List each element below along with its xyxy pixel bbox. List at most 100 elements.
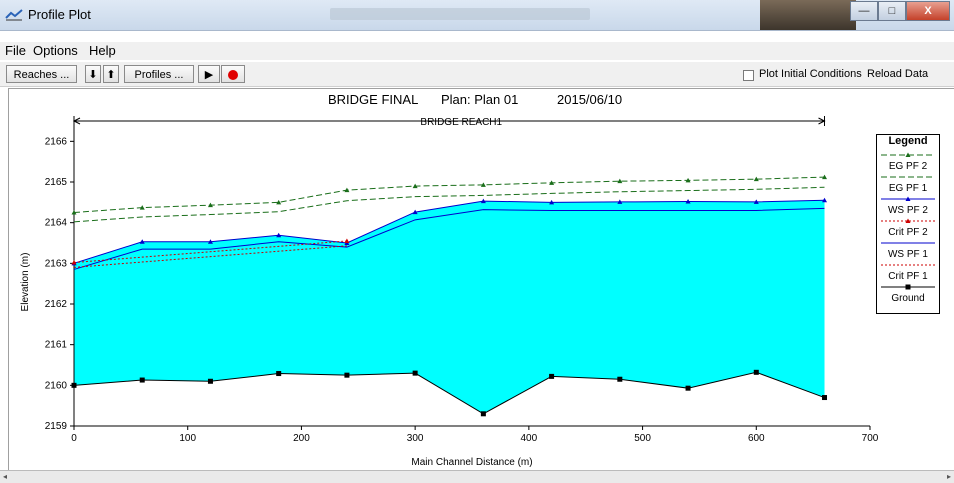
menu-options[interactable]: Options	[33, 43, 78, 58]
plot-initial-conditions-checkbox[interactable]	[743, 70, 754, 81]
point-ground	[139, 377, 145, 383]
profiles-button[interactable]: Profiles ...	[124, 65, 194, 83]
legend-item-label: Ground	[891, 293, 925, 304]
background-window-strip	[330, 8, 590, 20]
animate-play-button[interactable]: ▶	[198, 65, 220, 83]
point-eg-pf-2	[276, 199, 282, 205]
series-line-crit-pf-2	[73, 240, 347, 264]
point-eg-pf-2	[753, 176, 759, 182]
point-ws-pf-2	[753, 199, 759, 204]
record-button[interactable]	[221, 65, 245, 83]
point-ground	[822, 395, 828, 401]
legend-item: WS PF 2	[877, 195, 939, 217]
legend-item-label: WS PF 1	[887, 249, 928, 260]
reach-start-arrow	[72, 117, 81, 125]
series-line-ground	[73, 371, 825, 415]
menu-help[interactable]: Help	[89, 43, 116, 58]
point-ground	[549, 373, 555, 379]
legend-item: EG PF 1	[877, 173, 939, 195]
point-eg-pf-2	[480, 182, 486, 187]
point-ground	[412, 370, 418, 376]
point-ws-pf-2	[822, 197, 828, 203]
water-fill-area	[74, 200, 825, 414]
y-tick-label: 2165	[45, 177, 68, 188]
scroll-right-icon[interactable]: ▸	[946, 472, 951, 481]
x-axis-label: Main Channel Distance (m)	[411, 457, 532, 468]
point-ground	[344, 372, 350, 378]
point-ws-pf-2	[617, 199, 623, 204]
point-eg-pf-2	[685, 177, 691, 183]
series-line-eg-pf-1	[73, 186, 825, 223]
reach-label: BRIDGE REACH1	[420, 117, 502, 128]
point-eg-pf-2	[207, 202, 213, 208]
legend-item: EG PF 2	[877, 151, 939, 173]
maximize-button[interactable]: □	[878, 1, 906, 21]
menu-file[interactable]: File	[5, 43, 26, 58]
point-eg-pf-2	[139, 205, 145, 210]
legend-item: WS PF 1	[877, 239, 939, 261]
x-tick-label: 600	[748, 433, 765, 444]
y-tick-label: 2164	[45, 218, 68, 229]
legend-swatch	[881, 242, 935, 244]
chart-title-plan: Plan: Plan 01	[441, 92, 518, 107]
window-title-bar[interactable]: Profile Plot — □ X	[0, 0, 954, 31]
close-button[interactable]: X	[906, 1, 950, 21]
y-tick-label: 2159	[45, 421, 68, 432]
minimize-button[interactable]: —	[850, 1, 878, 21]
background-thumbnail	[760, 0, 856, 30]
chart-title-date: 2015/06/10	[557, 92, 622, 107]
y-axis-label: Elevation (m)	[20, 253, 31, 312]
legend-item-label: Crit PF 1	[888, 271, 928, 282]
point-eg-pf-2	[344, 187, 350, 193]
point-eg-pf-2	[412, 183, 418, 189]
point-crit-pf-2	[344, 238, 350, 243]
point-ws-pf-2	[139, 239, 145, 244]
move-up-button[interactable]: ⬆	[103, 65, 119, 83]
point-ws-pf-2	[480, 198, 486, 204]
legend-swatch	[881, 284, 935, 290]
move-down-button[interactable]: ⬇	[85, 65, 101, 83]
point-ground	[207, 378, 213, 384]
point-eg-pf-2	[617, 178, 623, 184]
legend-item-label: WS PF 2	[887, 205, 928, 216]
toolbar: Reaches ... ⬇ ⬆ Profiles ... ▶ Reload Da…	[0, 62, 954, 87]
chart-legend: Legend EG PF 2 EG PF 1 WS PF 2 Crit PF 2 WS …	[876, 134, 940, 314]
x-tick-label: 100	[179, 433, 196, 444]
reaches-button[interactable]: Reaches ...	[6, 65, 77, 83]
legend-swatch	[881, 264, 935, 266]
series-line-eg-pf-2	[73, 176, 825, 213]
point-ground	[753, 369, 759, 375]
y-tick-label: 2163	[45, 258, 68, 269]
y-tick-label: 2166	[45, 136, 68, 147]
point-ws-pf-2	[549, 199, 555, 205]
x-tick-label: 300	[407, 433, 424, 444]
point-ground	[71, 382, 77, 388]
y-tick-label: 2161	[45, 340, 68, 351]
reload-data-button[interactable]: Reload Data	[867, 68, 929, 80]
legend-swatch	[881, 176, 935, 178]
point-ground	[480, 411, 486, 417]
point-eg-pf-2	[71, 210, 77, 215]
legend-item: Crit PF 1	[877, 261, 939, 283]
window-title: Profile Plot	[28, 7, 91, 22]
x-tick-label: 200	[293, 433, 310, 444]
point-ws-pf-2	[276, 232, 282, 238]
scroll-left-icon[interactable]: ◂	[3, 472, 8, 481]
profile-plot-app-icon	[5, 9, 23, 21]
legend-item: Ground	[877, 283, 939, 305]
series-line-ws-pf-1	[73, 207, 825, 270]
legend-swatch	[881, 196, 935, 201]
chart-title-project: BRIDGE FINAL	[328, 92, 418, 107]
point-ws-pf-2	[685, 199, 691, 204]
x-tick-label: 0	[71, 433, 77, 444]
record-icon	[228, 70, 238, 80]
horizontal-scrollbar[interactable]: ◂ ▸	[0, 470, 954, 483]
plot-initial-conditions-label: Plot Initial Conditions	[759, 68, 862, 80]
y-tick-label: 2160	[45, 380, 68, 391]
point-ws-pf-2	[412, 209, 418, 215]
legend-title: Legend	[888, 135, 928, 147]
window-controls: — □ X	[850, 1, 950, 21]
point-eg-pf-2	[549, 180, 555, 185]
legend-item: Crit PF 2	[877, 217, 939, 239]
legend-swatch	[881, 152, 935, 157]
